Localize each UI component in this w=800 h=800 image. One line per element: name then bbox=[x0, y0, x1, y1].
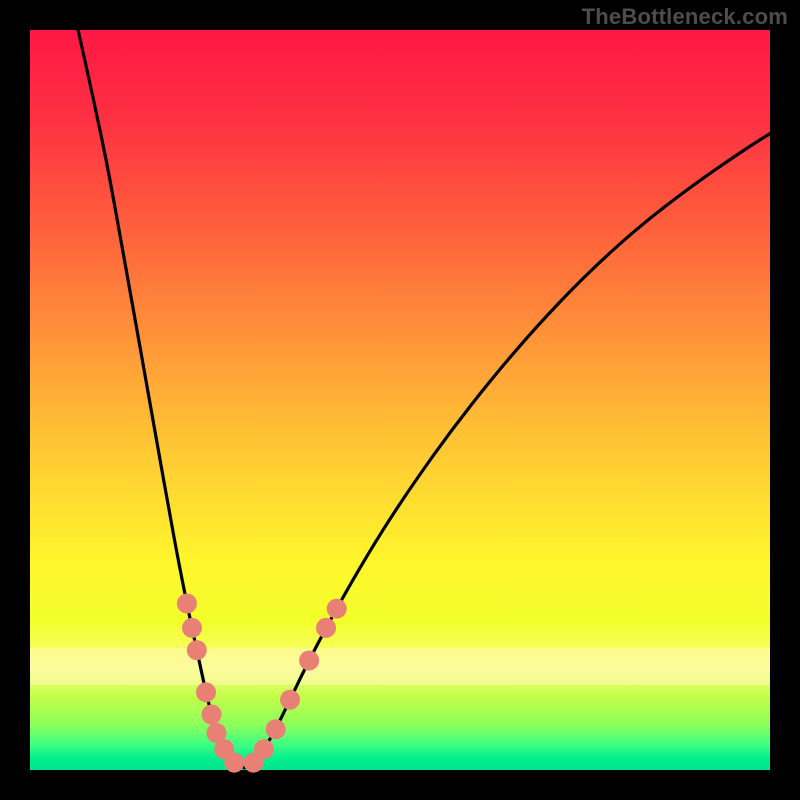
curve-overlay bbox=[0, 0, 800, 800]
v-curve-left bbox=[78, 30, 245, 768]
marker-dot bbox=[224, 753, 244, 773]
v-curve-right bbox=[245, 134, 770, 768]
marker-dot bbox=[327, 599, 347, 619]
marker-dot bbox=[254, 739, 274, 759]
marker-dot bbox=[182, 618, 202, 638]
chart-canvas: TheBottleneck.com bbox=[0, 0, 800, 800]
marker-dot bbox=[196, 682, 216, 702]
marker-dot bbox=[299, 650, 319, 670]
marker-dot bbox=[202, 705, 222, 725]
marker-dot bbox=[187, 640, 207, 660]
marker-dot bbox=[280, 690, 300, 710]
marker-dot bbox=[177, 594, 197, 614]
watermark-text: TheBottleneck.com bbox=[582, 4, 788, 30]
marker-dot bbox=[316, 618, 336, 638]
marker-dot bbox=[266, 719, 286, 739]
